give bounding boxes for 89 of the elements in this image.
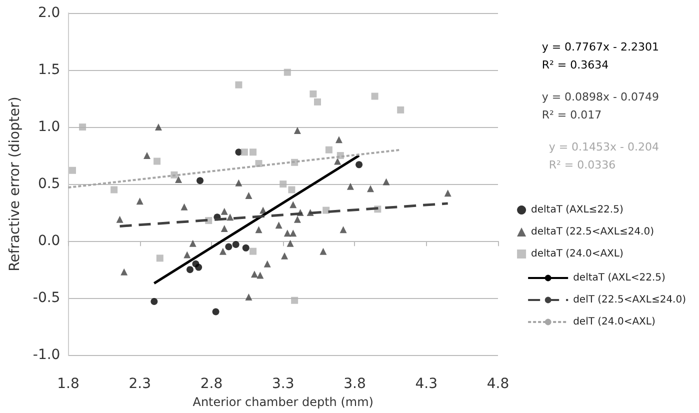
point bbox=[195, 264, 202, 271]
point bbox=[180, 203, 188, 210]
point bbox=[290, 201, 297, 208]
x-axis-title: Anterior chamber depth (mm) bbox=[192, 395, 374, 409]
x-tick-label: 2.3 bbox=[128, 376, 151, 392]
point bbox=[320, 248, 327, 255]
x-tick-label: 4.8 bbox=[486, 376, 510, 392]
point bbox=[275, 222, 282, 229]
y-tick-label: 0.5 bbox=[38, 176, 60, 192]
point bbox=[154, 124, 162, 131]
point bbox=[284, 230, 291, 237]
point bbox=[225, 243, 232, 250]
point bbox=[189, 240, 196, 247]
point bbox=[175, 176, 182, 183]
point bbox=[256, 272, 264, 279]
point bbox=[226, 214, 234, 221]
point bbox=[286, 240, 294, 247]
x-tick-label: 3.3 bbox=[272, 376, 294, 392]
point bbox=[232, 240, 240, 248]
point bbox=[250, 148, 257, 156]
point bbox=[294, 126, 301, 134]
point bbox=[150, 298, 158, 305]
point bbox=[290, 230, 297, 237]
point bbox=[156, 254, 164, 262]
point bbox=[281, 252, 288, 260]
point bbox=[212, 308, 220, 316]
point bbox=[144, 152, 151, 160]
point bbox=[220, 208, 228, 215]
point bbox=[136, 198, 144, 205]
x-tick-label: 1.8 bbox=[57, 376, 80, 392]
text: y = 0.1453x - 0.204 R² = 0.0336 bbox=[548, 140, 659, 172]
point bbox=[371, 92, 378, 100]
point bbox=[291, 296, 298, 304]
point bbox=[250, 270, 258, 278]
legend-label: deltaT (AXL≤22.5) bbox=[531, 204, 624, 216]
point bbox=[69, 166, 76, 174]
point bbox=[240, 148, 248, 156]
point bbox=[310, 90, 317, 98]
point bbox=[219, 248, 226, 255]
point bbox=[184, 251, 191, 258]
point bbox=[314, 98, 321, 106]
point bbox=[356, 161, 363, 168]
point bbox=[220, 225, 228, 232]
point bbox=[154, 158, 161, 165]
point bbox=[340, 226, 347, 234]
point bbox=[264, 260, 271, 268]
point bbox=[235, 179, 242, 186]
point bbox=[242, 244, 250, 252]
point bbox=[255, 226, 262, 234]
text: y = 0.0898x - 0.0749 R² = 0.017 bbox=[542, 90, 659, 122]
point bbox=[186, 266, 194, 274]
point bbox=[346, 182, 354, 190]
point bbox=[288, 186, 296, 194]
y-axis-title: Refractive error (diopter) bbox=[7, 96, 23, 272]
legend-label: deltaT (24.0<AXL) bbox=[531, 248, 624, 260]
x-tick-label: 4.3 bbox=[415, 376, 438, 392]
point bbox=[397, 106, 404, 114]
point bbox=[245, 293, 252, 300]
point bbox=[294, 216, 301, 223]
point bbox=[250, 248, 257, 255]
y-tick-label: -0.5 bbox=[32, 290, 60, 306]
point bbox=[322, 206, 330, 214]
point bbox=[284, 68, 291, 76]
y-tick-label: 0.0 bbox=[38, 233, 60, 250]
point bbox=[444, 190, 452, 197]
text: y = 0.7767x - 2.2301 R² = 0.3634 bbox=[542, 40, 659, 72]
legend-label: deltaT (22.5<AXL≤24.0) bbox=[531, 226, 654, 238]
point bbox=[366, 185, 374, 192]
point bbox=[116, 216, 124, 223]
point bbox=[325, 146, 332, 154]
legend-label: deltaT (AXL<22.5) bbox=[573, 272, 666, 284]
point bbox=[245, 192, 252, 199]
point bbox=[280, 180, 287, 188]
point bbox=[382, 178, 390, 186]
y-tick-label: 2.0 bbox=[38, 5, 60, 21]
legend-label: delT (22.5<AXL≤24.0) bbox=[573, 294, 686, 306]
point bbox=[79, 124, 86, 131]
y-tick-label: 1.0 bbox=[38, 119, 60, 136]
y-tick-label: 1.5 bbox=[38, 62, 60, 78]
legend-label: delT (24.0<AXL) bbox=[573, 316, 656, 328]
point bbox=[110, 186, 118, 194]
point bbox=[120, 268, 128, 276]
y-tick-label: -1.0 bbox=[32, 347, 60, 364]
x-tick-label: 2.8 bbox=[200, 376, 223, 392]
point bbox=[334, 158, 342, 165]
point bbox=[235, 81, 242, 88]
point bbox=[196, 177, 204, 184]
x-tick-label: 3.8 bbox=[344, 376, 366, 392]
point bbox=[335, 136, 342, 144]
